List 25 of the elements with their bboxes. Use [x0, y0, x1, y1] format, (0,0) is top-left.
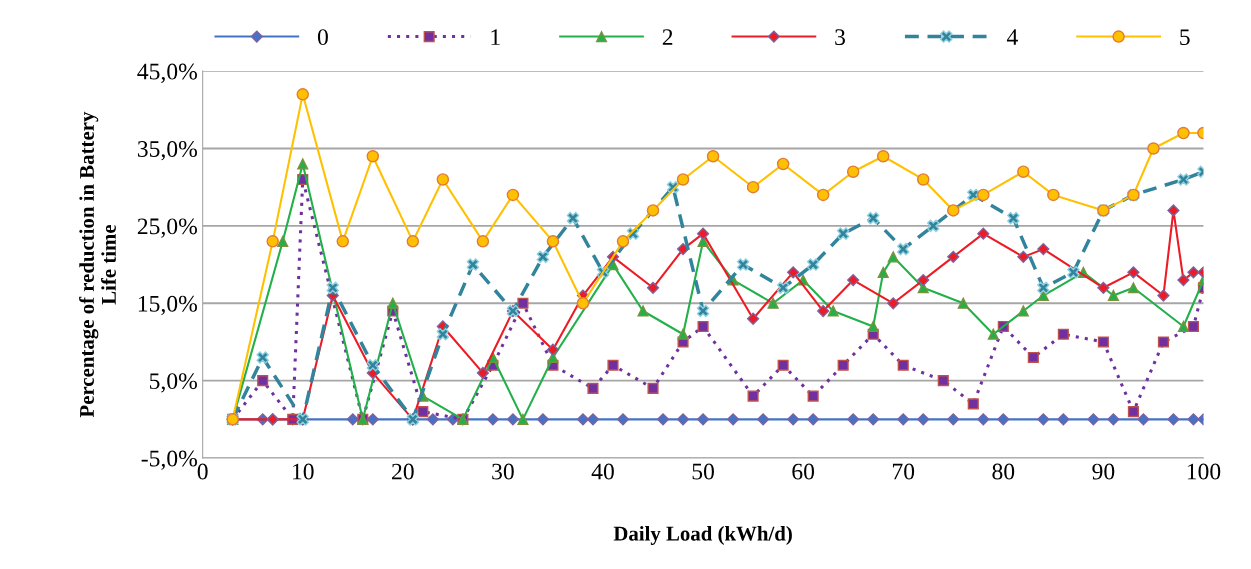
x-tick-label: 90 — [1092, 463, 1115, 480]
legend-label: 0 — [317, 29, 328, 46]
x-tick-label: 10 — [293, 463, 314, 480]
y-tick-label: 5,0% — [149, 373, 197, 393]
x-tick-label: 20 — [392, 463, 414, 480]
y-tick-label: 15,0% — [138, 295, 197, 316]
y-tick-label: -5,0% — [141, 450, 197, 470]
y-tick-label: 35,0% — [137, 141, 197, 161]
x-tick-label: 50 — [692, 463, 714, 480]
x-tick-label: 60 — [792, 463, 815, 480]
x-tick-label: 40 — [591, 463, 614, 480]
x-axis-title: Daily Load (kWh/d) — [613, 525, 792, 545]
y-tick-label: 25,0% — [137, 218, 197, 238]
x-tick-label: 0 — [197, 463, 208, 480]
x-tick-label: 30 — [492, 463, 514, 480]
x-tick-label: 100 — [1187, 463, 1221, 480]
legend-label: 2 — [662, 29, 673, 45]
legend-label: 1 — [491, 29, 500, 45]
legend-label: 5 — [1180, 29, 1190, 46]
legend-label: 3 — [835, 29, 845, 46]
y-axis-title: Percentage of reduction in Battery Life time — [79, 111, 116, 418]
legend-label: 4 — [1006, 29, 1018, 45]
y-tick-label: 45,0% — [137, 63, 197, 83]
x-tick-label: 80 — [992, 463, 1015, 480]
x-tick-label: 70 — [892, 463, 915, 480]
